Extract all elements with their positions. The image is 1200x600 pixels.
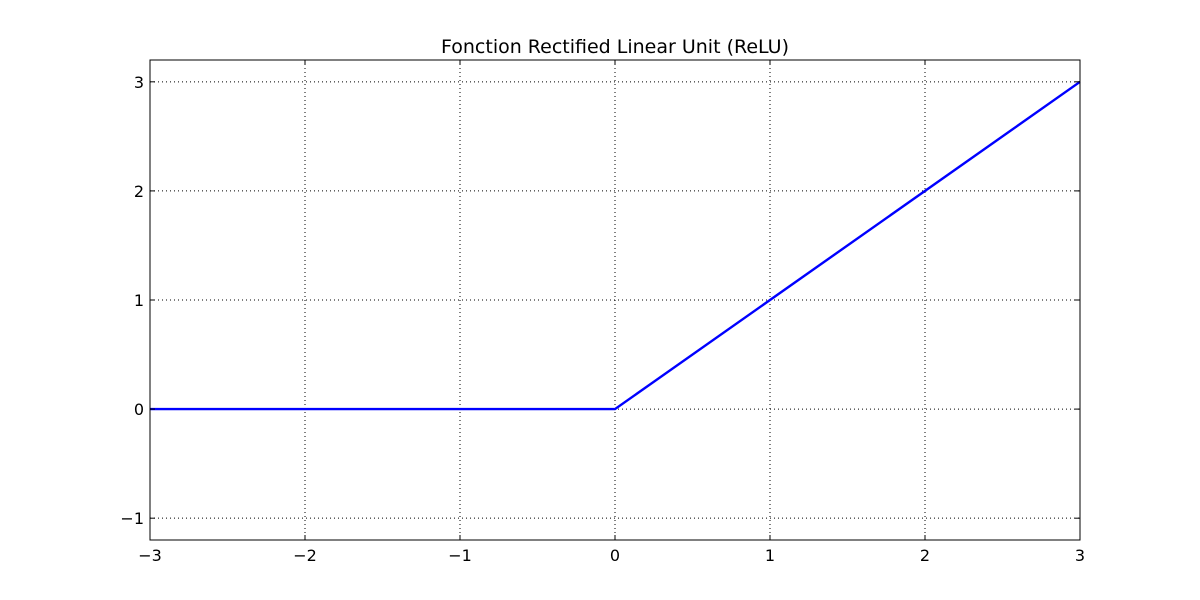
ticks: −3 −2 −1 0 1 2 3 −1 0 1 2 3	[120, 60, 1085, 565]
chart-title: Fonction Rectified Linear Unit (ReLU)	[441, 36, 789, 58]
x-tick-label: 0	[610, 546, 620, 565]
x-tick-label: −2	[293, 546, 317, 565]
relu-series-line	[150, 80, 1081, 411]
x-tick-label: 2	[920, 546, 930, 565]
x-tick-label: 3	[1075, 546, 1085, 565]
y-tick-label: 1	[134, 291, 144, 310]
y-tick-label: 0	[134, 400, 144, 419]
series-layer	[150, 80, 1081, 411]
plot-area-frame	[149, 59, 1081, 541]
y-tick-label: 3	[134, 73, 144, 92]
x-tick-label: −1	[448, 546, 472, 565]
y-tick-label: −1	[120, 509, 144, 528]
y-tick-label: 2	[134, 182, 144, 201]
x-tick-label: 1	[765, 546, 775, 565]
x-tick-label: −3	[138, 546, 162, 565]
